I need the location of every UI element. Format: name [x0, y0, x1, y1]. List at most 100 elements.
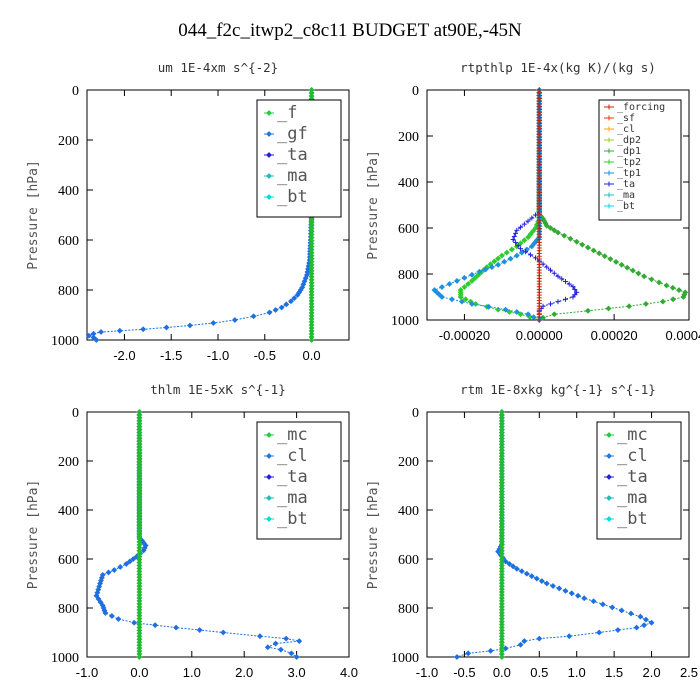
legend-marker [606, 192, 612, 198]
data-point [449, 296, 455, 303]
data-point [570, 294, 576, 300]
legend-marker [606, 516, 612, 522]
data-point [536, 317, 542, 323]
y-tick-label: 800 [398, 268, 419, 283]
data-point [514, 227, 520, 233]
data-point [518, 568, 525, 575]
legend-label: _gf [277, 124, 308, 144]
data-point [528, 243, 535, 250]
data-point [136, 654, 143, 660]
legend-box [598, 99, 682, 221]
data-point [231, 317, 238, 323]
data-point [543, 222, 550, 229]
data-point [495, 255, 502, 262]
data-point [468, 271, 475, 278]
series-markers-bt [498, 409, 505, 660]
data-point [507, 255, 514, 262]
panel-title: rtm 1E-8xkg kg^{-1} s^{-1} [460, 382, 656, 397]
data-point [131, 619, 138, 626]
y-axis-label: Pressure [hPa] [366, 480, 381, 590]
data-point [559, 276, 565, 282]
data-point [85, 332, 92, 339]
data-point [439, 284, 445, 290]
legend-marker [606, 432, 612, 438]
data-point [476, 268, 483, 275]
legend-marker [606, 126, 612, 132]
data-point [482, 266, 489, 273]
legend-label: _ma [617, 488, 648, 508]
data-point [278, 304, 285, 311]
legend-label: _bt [277, 509, 308, 529]
data-point [501, 258, 508, 265]
legend-label: _cl [277, 446, 308, 466]
data-point [523, 570, 530, 577]
data-point [551, 270, 557, 276]
legend-label: _ma [277, 488, 308, 508]
x-tick-label: -1.0 [416, 665, 438, 680]
legend: _mc_cl_ta_ma_bt [596, 421, 682, 540]
data-point [272, 640, 279, 647]
data-point [210, 320, 217, 326]
data-point [503, 249, 510, 256]
data-point [579, 241, 586, 248]
legend: _mc_cl_ta_ma_bt [256, 421, 342, 540]
data-point [196, 627, 203, 633]
data-point [250, 313, 257, 320]
y-tick-label: 600 [398, 553, 419, 568]
data-point [585, 307, 591, 314]
x-tick-label: 4.0 [340, 665, 358, 680]
data-point [635, 270, 642, 277]
data-point [488, 264, 495, 271]
data-point [220, 629, 227, 636]
data-point [590, 247, 597, 254]
legend-marker [606, 104, 612, 110]
y-tick-label: 1000 [391, 314, 419, 329]
legend-marker [266, 194, 272, 200]
y-axis-label: Pressure [hPa] [26, 480, 41, 590]
data-point [288, 298, 294, 305]
data-point [510, 237, 516, 242]
data-point [680, 294, 687, 300]
legend-label: _bt [277, 187, 308, 207]
legend-marker [266, 152, 272, 158]
data-point [491, 258, 498, 265]
data-point [531, 240, 538, 247]
data-point [648, 619, 655, 626]
data-point [498, 654, 505, 660]
data-point [525, 234, 531, 241]
data-point [513, 565, 520, 572]
y-tick-label: 400 [398, 504, 419, 519]
data-point [515, 243, 521, 249]
legend-marker [606, 159, 612, 165]
data-point [523, 246, 530, 253]
legend-marker [606, 203, 612, 209]
legend-marker [266, 474, 272, 480]
legend-label: _ma [277, 166, 308, 186]
data-point [474, 272, 481, 279]
data-point [550, 583, 556, 589]
data-point [117, 564, 124, 570]
data-point [116, 327, 123, 334]
data-point [555, 229, 561, 236]
data-point [272, 307, 279, 313]
data-point [508, 246, 515, 253]
legend-label: _tp1 [617, 168, 641, 179]
data-point [570, 284, 576, 290]
legend-label: _mc [277, 425, 308, 445]
x-tick-label: -1.0 [76, 665, 98, 680]
panel-title: thlm 1E-5xK s^{-1} [150, 382, 285, 397]
data-point [518, 246, 524, 252]
data-point [659, 298, 666, 305]
plot-frame [426, 411, 690, 658]
data-point [123, 560, 130, 567]
data-point [513, 240, 519, 246]
data-point [551, 227, 558, 234]
data-point [517, 641, 524, 648]
y-tick-label: 200 [398, 130, 419, 145]
data-point [530, 228, 536, 234]
legend-marker [606, 474, 612, 480]
data-point [540, 261, 546, 267]
x-tick-label: 0.0 [303, 348, 321, 363]
series-markers-ta [510, 87, 580, 323]
y-tick-label: 600 [58, 234, 79, 249]
